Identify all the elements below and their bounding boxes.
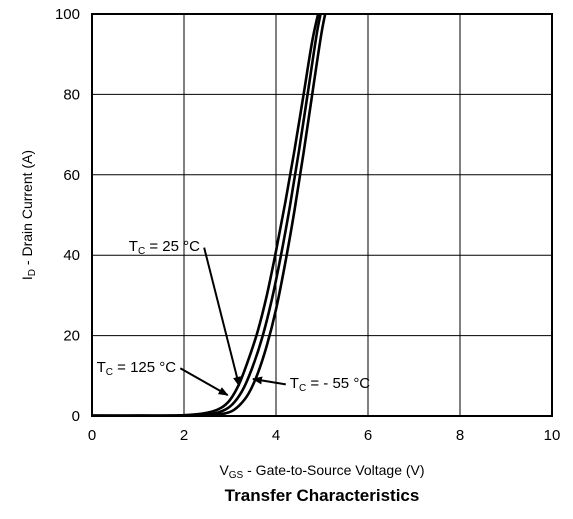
series-annotations: TC = 25 °C TC = 125 °C TC = - 55 °C bbox=[97, 238, 371, 396]
plot-frame bbox=[91, 13, 553, 417]
x-tick-label: 0 bbox=[88, 427, 96, 444]
series-lines bbox=[92, 14, 327, 416]
x-axis-label: VGS - Gate-to-Source Voltage (V) bbox=[219, 462, 424, 481]
y-tick-labels: 0 20 40 60 80 100 bbox=[55, 6, 80, 425]
y-tick-label: 80 bbox=[63, 86, 80, 103]
series-line-1 bbox=[92, 14, 322, 416]
y-tick-label: 20 bbox=[63, 328, 80, 345]
series-label-1: TC = 125 °C bbox=[97, 359, 177, 378]
annotation-arrow-1 bbox=[179, 367, 229, 396]
y-tick-label: 0 bbox=[72, 408, 80, 425]
chart-title: Transfer Characteristics bbox=[225, 486, 420, 505]
grid-lines bbox=[92, 14, 552, 416]
series-label-0: TC = 25 °C bbox=[129, 238, 200, 257]
y-tick-label: 60 bbox=[63, 167, 80, 184]
x-tick-label: 6 bbox=[364, 427, 372, 444]
x-tick-label: 4 bbox=[272, 427, 280, 444]
series-line-2 bbox=[92, 14, 327, 416]
series-line-0 bbox=[92, 14, 320, 416]
annotation-arrow-0 bbox=[203, 247, 241, 387]
series-label-2: TC = - 55 °C bbox=[290, 375, 371, 394]
x-tick-label: 10 bbox=[544, 427, 561, 444]
x-tick-label: 2 bbox=[180, 427, 188, 444]
y-tick-label: 40 bbox=[63, 247, 80, 264]
annotation-arrow-2 bbox=[252, 376, 286, 386]
x-tick-label: 8 bbox=[456, 427, 464, 444]
y-tick-label: 100 bbox=[55, 6, 80, 23]
x-tick-labels: 0 2 4 6 8 10 bbox=[88, 427, 561, 444]
y-axis-label: ID - Drain Current (A) bbox=[19, 150, 38, 280]
